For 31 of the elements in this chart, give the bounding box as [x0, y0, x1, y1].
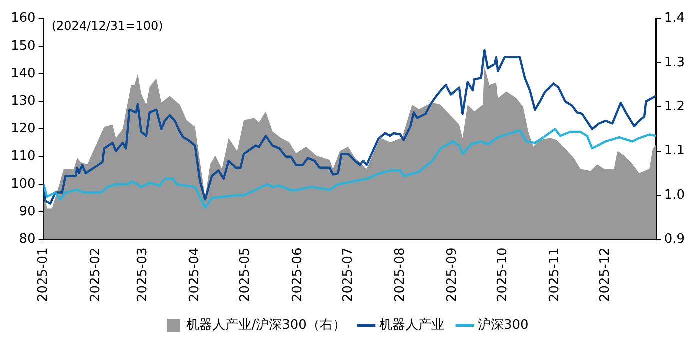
y-tick-label: 100	[10, 176, 36, 192]
x-tick-label: 2025-07	[340, 248, 356, 302]
y2-tick-label: 1.0	[664, 188, 686, 203]
y-tick-label: 110	[10, 149, 36, 164]
legend-label: 沪深300	[478, 316, 529, 333]
x-tick-label: 2025-10	[496, 248, 511, 302]
y2-tick-label: 1.4	[664, 11, 686, 26]
x-tick-label: 2025-08	[392, 248, 408, 302]
x-tick-label: 2025-03	[135, 248, 150, 302]
y-tick-label: 160	[10, 11, 36, 26]
y-tick-label: 80	[19, 232, 36, 248]
x-tick-label: 2025-12	[598, 248, 614, 302]
annotation: (2024/12/31=100)	[52, 18, 164, 33]
x-tick-label: 2025-04	[188, 248, 203, 302]
legend-label: 机器人产业	[379, 318, 444, 333]
x-tick-label: 2025-02	[88, 248, 104, 302]
x-tick-label: 2025-05	[238, 248, 254, 302]
y-tick-label: 120	[10, 122, 36, 137]
y2-tick-label: 1.1	[664, 144, 686, 159]
y-tick-label: 140	[10, 66, 36, 82]
y2-tick-label: 0.9	[664, 232, 686, 248]
legend-label: 机器人产业/沪深300（右）	[186, 316, 346, 333]
x-tick-label: 2025-09	[445, 248, 460, 302]
x-tick-label: 2025-06	[290, 248, 306, 302]
x-tick-label: 2025-01	[36, 248, 52, 302]
y-tick-label: 150	[10, 38, 36, 54]
x-tick-label: 2025-11	[548, 248, 563, 302]
y2-tick-label: 1.3	[664, 55, 686, 70]
y2-tick-label: 1.2	[664, 100, 686, 115]
y-tick-label: 130	[10, 94, 36, 110]
y-tick-label: 90	[19, 204, 36, 220]
